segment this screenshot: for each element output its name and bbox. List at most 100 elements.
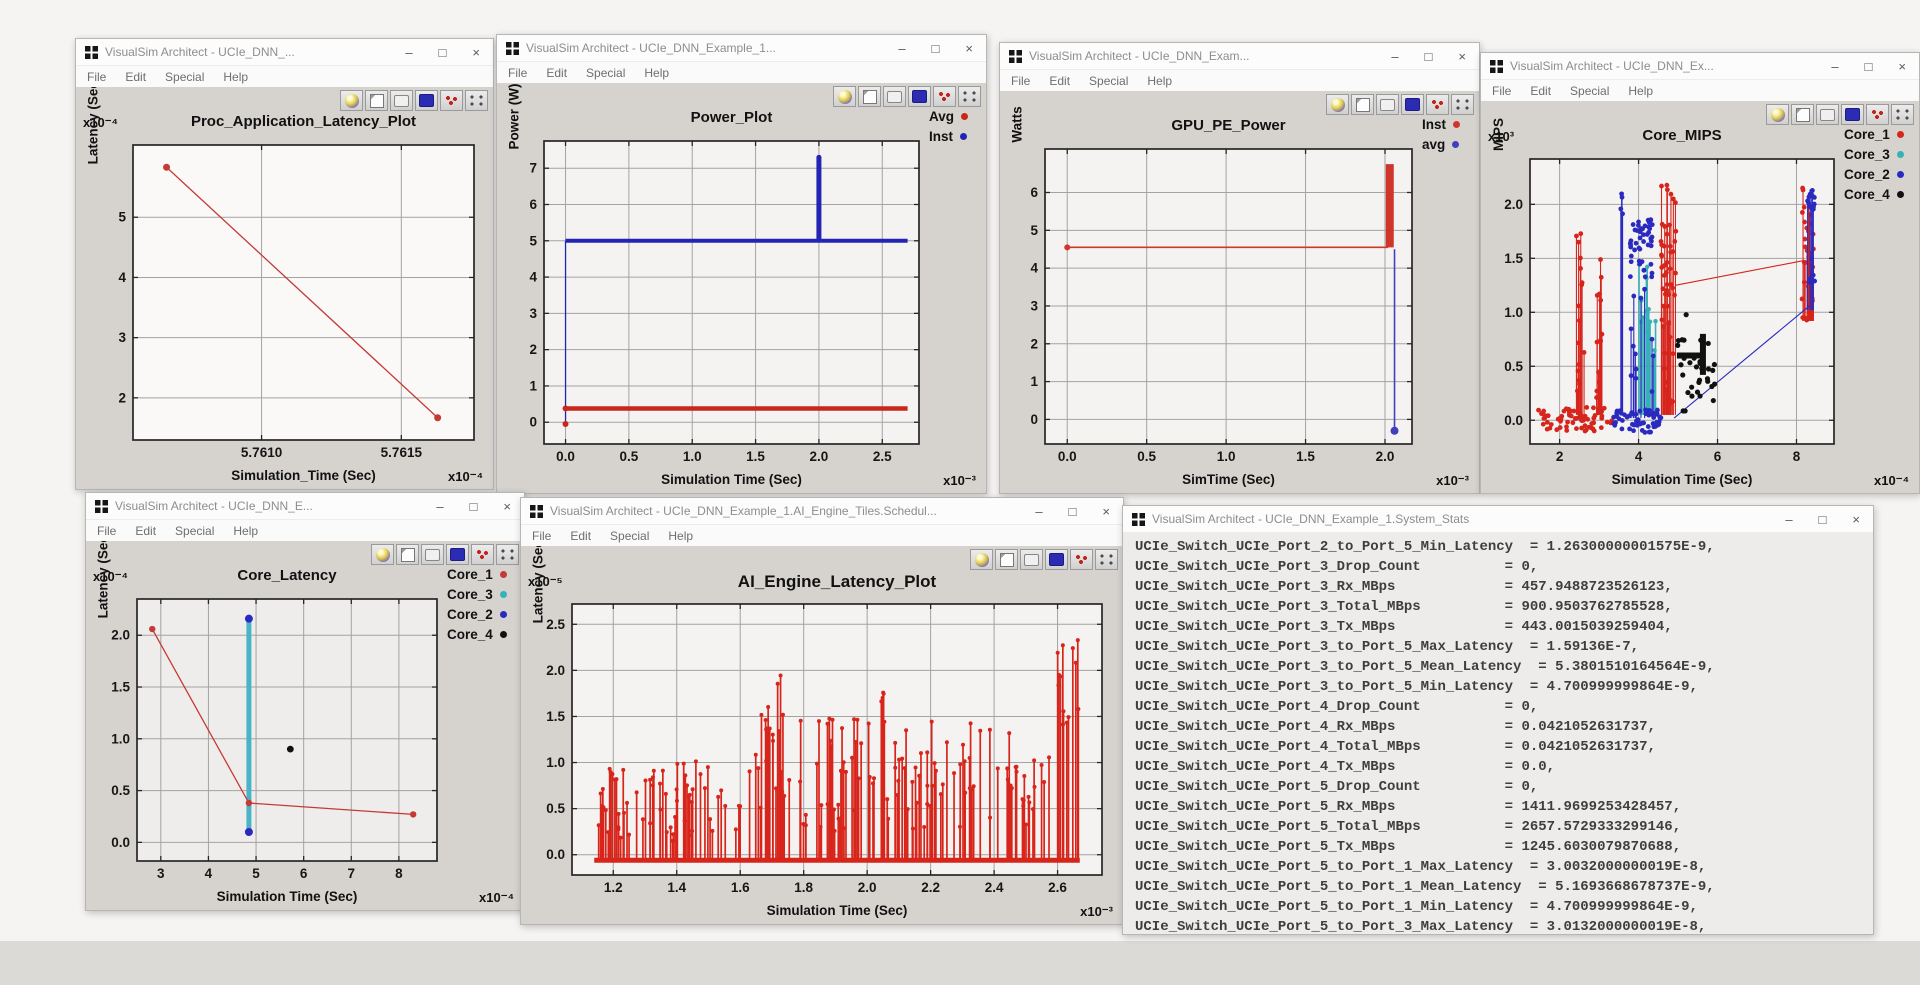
plot-canvas[interactable]: 1.2 1.4 1.6 1.8 2.0 2.2 2.4 2.6 0.0 0.5 1.0 1.5 2.0 2… <box>522 594 1122 899</box>
fullscreen-icon[interactable] <box>1891 104 1914 125</box>
minimize-button[interactable]: – <box>1831 58 1839 74</box>
maximize-button[interactable]: □ <box>931 40 940 56</box>
zoom-fit-icon[interactable] <box>446 544 469 565</box>
model-icon[interactable] <box>1326 94 1349 115</box>
maximize-button[interactable]: □ <box>1068 503 1077 519</box>
print-icon[interactable] <box>390 90 413 111</box>
maximize-button[interactable]: □ <box>469 498 478 514</box>
menu-file[interactable]: File <box>97 524 117 538</box>
save-icon[interactable] <box>858 86 881 107</box>
menu-edit[interactable]: Edit <box>570 529 592 543</box>
menu-file[interactable]: File <box>1011 74 1031 88</box>
model-icon[interactable] <box>1766 104 1789 125</box>
model-icon[interactable] <box>340 90 363 111</box>
plot-canvas[interactable]: 0.0 0.5 1.0 1.5 2.0 0 1 2 3 4 5 6 <box>1001 139 1478 468</box>
minimize-button[interactable]: – <box>898 40 906 56</box>
save-icon[interactable] <box>396 544 419 565</box>
menu-file[interactable]: File <box>87 70 107 84</box>
zoom-fit-icon[interactable] <box>415 90 438 111</box>
menu-file[interactable]: File <box>1492 84 1512 98</box>
scatter-plot-icon[interactable] <box>1866 104 1889 125</box>
menu-help[interactable]: Help <box>1628 84 1654 98</box>
menu-special[interactable]: Special <box>610 529 650 543</box>
model-icon[interactable] <box>833 86 856 107</box>
plot-canvas[interactable]: 2 4 6 8 0.0 0.5 1.0 1.5 2.0 <box>1482 149 1918 468</box>
fullscreen-icon[interactable] <box>1095 549 1118 570</box>
close-button[interactable]: × <box>965 40 973 56</box>
save-icon[interactable] <box>365 90 388 111</box>
close-button[interactable]: × <box>1102 503 1110 519</box>
menu-help[interactable]: Help <box>223 70 249 84</box>
minimize-button[interactable]: – <box>1391 48 1399 64</box>
print-icon[interactable] <box>1816 104 1839 125</box>
titlebar[interactable]: VisualSim Architect - UCIe_DNN_Exam... –… <box>1000 43 1479 70</box>
menu-edit[interactable]: Edit <box>1530 84 1552 98</box>
menu-special[interactable]: Special <box>1089 74 1129 88</box>
menu-edit[interactable]: Edit <box>546 66 568 80</box>
fullscreen-icon[interactable] <box>465 90 488 111</box>
minimize-button[interactable]: – <box>436 498 444 514</box>
fullscreen-icon[interactable] <box>1451 94 1474 115</box>
titlebar[interactable]: VisualSim Architect - UCIe_DNN_... – □ × <box>76 39 493 66</box>
scatter-plot-icon[interactable] <box>933 86 956 107</box>
titlebar[interactable]: VisualSim Architect - UCIe_DNN_Example_1… <box>521 498 1123 525</box>
maximize-button[interactable]: □ <box>1864 58 1873 74</box>
minimize-button[interactable]: – <box>405 44 413 60</box>
legend-marker-icon <box>499 591 507 598</box>
print-icon[interactable] <box>1376 94 1399 115</box>
zoom-fit-icon[interactable] <box>908 86 931 107</box>
menu-edit[interactable]: Edit <box>1049 74 1071 88</box>
zoom-fit-icon[interactable] <box>1401 94 1424 115</box>
model-icon[interactable] <box>970 549 993 570</box>
fullscreen-icon[interactable] <box>496 544 519 565</box>
plot-canvas[interactable]: 5.7610 5.7615 2 3 4 5 <box>77 135 492 464</box>
menu-file[interactable]: File <box>508 66 528 80</box>
close-button[interactable]: × <box>472 44 480 60</box>
close-button[interactable]: × <box>1898 58 1906 74</box>
menu-edit[interactable]: Edit <box>135 524 157 538</box>
plot-canvas[interactable]: 3 4 5 6 7 8 0.0 0.5 1.0 1.5 2.0 <box>87 589 523 885</box>
window-core-latency: VisualSim Architect - UCIe_DNN_E... – □ … <box>85 492 525 911</box>
minimize-button[interactable]: – <box>1035 503 1043 519</box>
menu-special[interactable]: Special <box>165 70 205 84</box>
zoom-fit-icon[interactable] <box>1045 549 1068 570</box>
maximize-button[interactable]: □ <box>1424 48 1433 64</box>
fullscreen-icon[interactable] <box>958 86 981 107</box>
save-icon[interactable] <box>995 549 1018 570</box>
zoom-fit-icon[interactable] <box>1841 104 1864 125</box>
titlebar[interactable]: VisualSim Architect - UCIe_DNN_Example_1… <box>497 35 986 62</box>
maximize-button[interactable]: □ <box>1818 511 1827 527</box>
menu-special[interactable]: Special <box>175 524 215 538</box>
close-button[interactable]: × <box>1458 48 1466 64</box>
titlebar[interactable]: VisualSim Architect - UCIe_DNN_E... – □ … <box>86 493 524 520</box>
titlebar[interactable]: VisualSim Architect - UCIe_DNN_Ex... – □… <box>1481 53 1919 80</box>
scatter-plot-icon[interactable] <box>471 544 494 565</box>
window-title: VisualSim Architect - UCIe_DNN_E... <box>115 499 313 513</box>
scatter-plot-icon[interactable] <box>440 90 463 111</box>
menu-help[interactable]: Help <box>668 529 694 543</box>
menu-help[interactable]: Help <box>1147 74 1173 88</box>
menu-special[interactable]: Special <box>586 66 626 80</box>
minimize-button[interactable]: – <box>1785 511 1793 527</box>
close-button[interactable]: × <box>1852 511 1860 527</box>
print-icon[interactable] <box>1020 549 1043 570</box>
close-button[interactable]: × <box>503 498 511 514</box>
plot-canvas[interactable]: 0.0 0.5 1.0 1.5 2.0 2.5 0 1 2 3 4 5 6 7 <box>498 131 985 468</box>
menu-special[interactable]: Special <box>1570 84 1610 98</box>
print-icon[interactable] <box>883 86 906 107</box>
scatter-plot-icon[interactable] <box>1070 549 1093 570</box>
menu-file[interactable]: File <box>532 529 552 543</box>
save-icon[interactable] <box>1351 94 1374 115</box>
window-title: VisualSim Architect - UCIe_DNN_... <box>105 45 295 59</box>
legend-marker-icon <box>1896 191 1904 198</box>
print-icon[interactable] <box>421 544 444 565</box>
model-icon[interactable] <box>371 544 394 565</box>
menu-edit[interactable]: Edit <box>125 70 147 84</box>
stats-text[interactable]: UCIe_Switch_UCIe_Port_2_to_Port_5_Min_La… <box>1135 539 1715 934</box>
scatter-plot-icon[interactable] <box>1426 94 1449 115</box>
save-icon[interactable] <box>1791 104 1814 125</box>
titlebar[interactable]: VisualSim Architect - UCIe_DNN_Example_1… <box>1123 506 1873 533</box>
maximize-button[interactable]: □ <box>438 44 447 60</box>
menu-help[interactable]: Help <box>233 524 259 538</box>
menu-help[interactable]: Help <box>644 66 670 80</box>
